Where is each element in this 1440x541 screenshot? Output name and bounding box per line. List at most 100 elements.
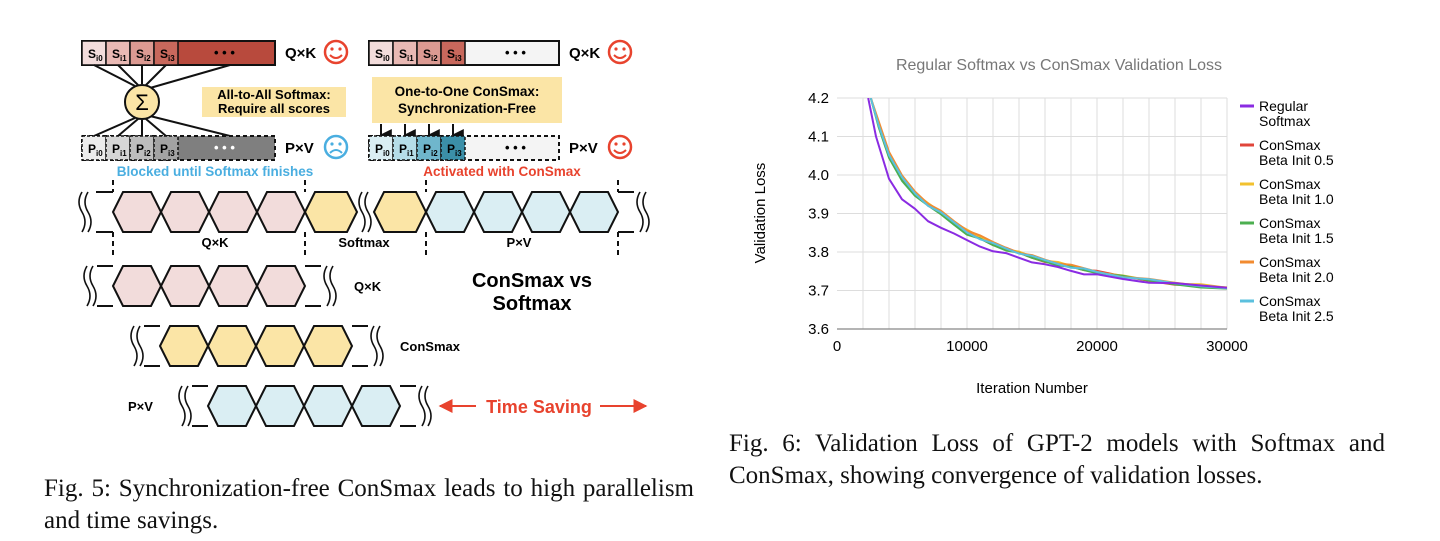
softmax-sum-node: Σ <box>93 64 231 137</box>
legend-label: Beta Init 0.5 <box>1259 152 1334 168</box>
timeline-qk-label: Q×K <box>201 235 229 250</box>
prob-cell-label: Pi3 <box>160 142 175 158</box>
score-cell-label: Si1 <box>112 47 127 63</box>
legend-label: ConSmax <box>1259 254 1320 270</box>
continuation-break-icon <box>178 385 192 427</box>
legend-label: Beta Init 1.0 <box>1259 191 1334 207</box>
all-to-all-line2: Require all scores <box>218 101 330 116</box>
one-to-one-box <box>372 77 562 123</box>
sigma-symbol: Σ <box>135 90 149 115</box>
series-line <box>869 98 1227 289</box>
pipeline-stage-block <box>254 385 306 427</box>
consmax-down-arrows <box>379 124 464 141</box>
legend-label: ConSmax <box>1259 293 1320 309</box>
legend-label: Regular <box>1259 98 1308 114</box>
happy-face-icon <box>607 39 633 65</box>
x-tick-label: 30000 <box>1206 338 1248 355</box>
pipeline-stage-block <box>206 385 258 427</box>
happy-face-icon <box>607 134 633 160</box>
timeline-rows <box>83 265 432 427</box>
score-cell-label: Si2 <box>423 47 438 63</box>
legend-label: Beta Init 2.0 <box>1259 269 1334 285</box>
prob-cell-label: Pi2 <box>136 142 151 158</box>
pipeline-stage-block <box>159 191 211 233</box>
chart-axes: 3.6 3.7 3.8 3.9 4.0 4.1 4.2 0 10000 20000 30000 <box>808 90 1248 355</box>
score-cell-label: Si0 <box>375 47 390 63</box>
x-tick-label: 20000 <box>1076 338 1118 355</box>
legend-label: ConSmax <box>1259 215 1320 231</box>
continuation-break-icon <box>370 325 384 367</box>
continuation-break-icon <box>636 191 650 233</box>
sad-face-icon <box>323 134 349 160</box>
one-to-one-line2: Synchronization-Free <box>398 101 537 116</box>
continuation-break-icon <box>78 191 92 233</box>
figure-5: Si0 Si1 Si2 Si3 • • • Q×K Σ <box>78 39 650 427</box>
chart-grid <box>837 97 1228 330</box>
row-consmax-label: ConSmax <box>400 339 461 354</box>
one-to-one-line1: One-to-One ConSmax: <box>395 84 540 99</box>
pipeline-stage-block <box>206 325 258 367</box>
y-tick-label: 4.2 <box>808 90 829 107</box>
figure-6-chart: Regular Softmax vs ConSmax Validation Lo… <box>752 57 1334 397</box>
continuation-break-icon <box>130 325 144 367</box>
pipeline-stage-block <box>350 385 402 427</box>
prob-cell-label: Pi0 <box>375 142 390 158</box>
series-line <box>867 98 1227 289</box>
happy-face-icon <box>323 39 349 65</box>
pipeline-stage-block <box>159 265 211 307</box>
pipeline-stage-block <box>302 325 354 367</box>
pipeline-stage-block <box>255 191 307 233</box>
consmax-vs-line1: ConSmax vs <box>472 270 592 292</box>
ellipsis: • • • <box>505 45 526 60</box>
x-tick-label: 10000 <box>946 338 988 355</box>
series-line <box>869 98 1227 290</box>
x-tick-label: 0 <box>833 338 841 355</box>
qk-label: Q×K <box>285 45 316 62</box>
chart-ylabel: Validation Loss <box>752 163 769 264</box>
ellipsis: • • • <box>214 140 235 155</box>
series-line <box>869 98 1227 289</box>
y-tick-label: 3.9 <box>808 206 829 223</box>
continuation-break-icon <box>418 385 432 427</box>
consmax-score-row: Si0 Si1 Si2 Si3 • • • Q×K <box>368 39 633 66</box>
continuation-break-icon <box>358 191 372 233</box>
score-cell-label: Si3 <box>160 47 175 63</box>
pipeline-stage-block <box>158 325 210 367</box>
timeline-pv-label: P×V <box>507 235 532 250</box>
pipeline-stage-block <box>255 265 307 307</box>
prob-cell-label: Pi1 <box>399 142 414 158</box>
pipeline-stage-block <box>472 191 524 233</box>
y-tick-label: 3.6 <box>808 321 829 338</box>
legend-label: ConSmax <box>1259 176 1320 192</box>
timeline-softmax-label: Softmax <box>338 235 390 250</box>
prob-cell-label: Pi1 <box>112 142 127 158</box>
pipeline-stage-block <box>568 191 620 233</box>
pipeline-stage-block <box>254 325 306 367</box>
continuation-break-icon <box>83 265 97 307</box>
figure-5-caption: Fig. 5: Synchronization-free ConSmax lea… <box>44 475 694 534</box>
pipeline-stage-block <box>424 191 476 233</box>
all-to-all-line1: All-to-All Softmax: <box>217 87 330 102</box>
chart-series <box>867 98 1227 290</box>
chart-title: Regular Softmax vs ConSmax Validation Lo… <box>896 57 1222 74</box>
consmax-prob-row: Pi0 Pi1 Pi2 Pi3 • • • P×V <box>368 134 633 161</box>
pipeline-stage-block <box>302 385 354 427</box>
time-saving-label: Time Saving <box>486 397 592 417</box>
activated-caption: Activated with ConSmax <box>423 164 581 179</box>
pipeline-stage-block <box>207 191 259 233</box>
y-tick-label: 4.0 <box>808 167 829 184</box>
figure-6-caption: Fig. 6: Validation Loss of GPT-2 models … <box>729 430 1385 489</box>
pv-label: P×V <box>285 140 314 157</box>
pipeline-stage-block <box>520 191 572 233</box>
continuation-break-icon <box>323 265 337 307</box>
row-qk-label: Q×K <box>354 279 382 294</box>
ellipsis: • • • <box>505 140 526 155</box>
softmax-prob-row: Pi0 Pi1 Pi2 Pi3 • • • P×V <box>81 134 349 161</box>
pipeline-stage-block <box>111 265 163 307</box>
chart-xlabel: Iteration Number <box>976 380 1088 397</box>
consmax-vs-line2: Softmax <box>493 293 572 315</box>
prob-cell-label: Pi2 <box>423 142 438 158</box>
legend-label: Beta Init 1.5 <box>1259 230 1334 246</box>
